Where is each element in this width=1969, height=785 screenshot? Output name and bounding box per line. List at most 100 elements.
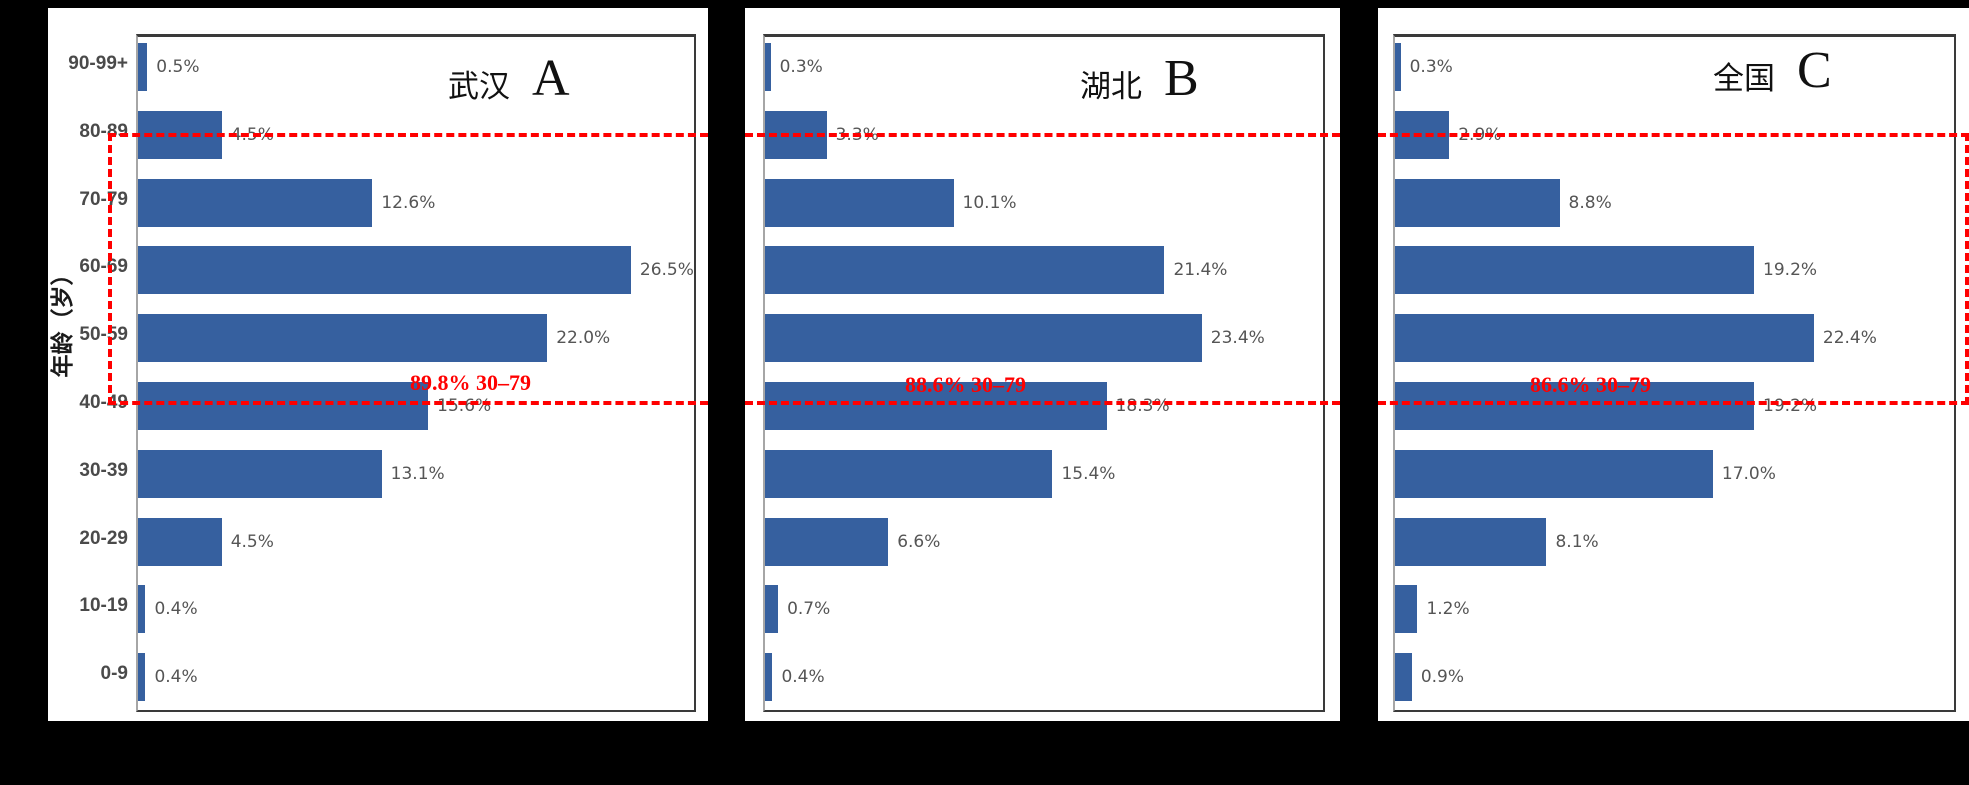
bar-value-label: 0.4%	[781, 667, 825, 688]
bar	[765, 178, 954, 227]
y-axis-tick-label: 80-89	[79, 120, 128, 142]
bar-value-label: 12.6%	[381, 192, 436, 213]
bar-value-label: 1.2%	[1426, 599, 1470, 620]
bar	[765, 314, 1202, 363]
bar	[1395, 653, 1412, 702]
bar	[138, 449, 382, 498]
bar	[1395, 246, 1755, 295]
bar-row: 13.1%	[138, 449, 445, 498]
bar-value-label: 8.1%	[1555, 531, 1599, 552]
bar-row: 26.5%	[138, 246, 694, 295]
bar-value-label: 10.1%	[962, 192, 1017, 213]
highlight-total-hubei: 88.6% 30–79	[905, 372, 1026, 397]
panel-wuhan: 年龄（岁） 90-99+ 80-89 70-79 60-69 50-59 40-49 30-…	[48, 8, 708, 721]
bar	[1395, 585, 1418, 634]
bar-row: 0.5%	[138, 43, 200, 91]
bar-value-label: 22.0%	[556, 328, 611, 349]
bar	[1395, 517, 1547, 566]
bar	[765, 449, 1053, 498]
bar	[765, 653, 773, 702]
bar-row: 0.4%	[138, 585, 198, 634]
bar	[138, 43, 148, 91]
bar-value-label: 13.1%	[390, 463, 445, 484]
highlight-total-national: 86.6% 30–79	[1530, 372, 1651, 397]
y-axis-tick-label: 70-79	[79, 188, 128, 210]
bar-row: 19.2%	[1395, 382, 1817, 430]
bar-value-label: 26.5%	[639, 260, 694, 281]
plot-area-hubei: 0.3% 3.3% 10.1% 21.4% 23.4% 18.3% 15.4% 6.6% 0.7…	[763, 34, 1325, 712]
bar-row: 0.7%	[765, 585, 831, 634]
bar-row: 6.6%	[765, 517, 941, 566]
bar	[138, 246, 631, 295]
panel-title-national: 全国 C	[1713, 42, 1832, 99]
bar-value-label: 21.4%	[1173, 260, 1228, 281]
panel-letter: B	[1164, 50, 1199, 107]
bar	[765, 382, 1107, 430]
bar	[1395, 178, 1560, 227]
bar-row: 22.0%	[138, 314, 611, 363]
bar-value-label: 0.3%	[779, 57, 823, 77]
bar-row: 0.3%	[1395, 43, 1453, 91]
panel-hubei: 0.3% 3.3% 10.1% 21.4% 23.4% 18.3% 15.4% 6.6% 0.7…	[745, 8, 1340, 721]
bar-value-label: 0.9%	[1420, 667, 1465, 688]
bar-value-label: 23.4%	[1210, 328, 1265, 349]
bar-value-label: 17.0%	[1721, 463, 1776, 484]
bar-value-label: 15.6%	[437, 396, 492, 416]
plot-area-wuhan: 0.5% 4.5% 12.6% 26.5% 22.0% 15.6% 13.1% 4.5% 0.4…	[136, 34, 696, 712]
bar-value-label: 22.4%	[1822, 328, 1877, 349]
bar-row: 23.4%	[765, 314, 1265, 363]
bar-row: 18.3%	[765, 382, 1170, 430]
bar	[765, 585, 779, 634]
bar-value-label: 0.5%	[156, 57, 200, 77]
bar-value-label: 2.9%	[1458, 124, 1502, 145]
bar	[1395, 314, 1814, 363]
panel-letter: C	[1797, 42, 1832, 99]
panel-region-name: 湖北	[1080, 68, 1142, 105]
bar-value-label: 0.4%	[154, 599, 198, 620]
bar	[138, 653, 146, 702]
bar	[138, 178, 373, 227]
bar-row: 8.8%	[1395, 178, 1612, 227]
bar-row: 0.9%	[1395, 653, 1465, 702]
bar-row: 2.9%	[1395, 110, 1502, 159]
bar-row: 15.6%	[138, 382, 491, 430]
bar	[138, 314, 548, 363]
y-axis-tick-label: 10-19	[79, 595, 128, 617]
bar	[138, 517, 222, 566]
y-axis-tick-label: 30-39	[79, 459, 128, 481]
bar-value-label: 15.4%	[1061, 463, 1116, 484]
bar-value-label: 8.8%	[1568, 192, 1612, 213]
bar-value-label: 0.4%	[154, 667, 198, 688]
bar-row: 8.1%	[1395, 517, 1599, 566]
bar-row: 15.4%	[765, 449, 1116, 498]
bar	[765, 43, 771, 91]
bar-value-label: 0.7%	[787, 599, 831, 620]
y-axis-tick-label: 40-49	[79, 392, 128, 413]
bar	[765, 517, 889, 566]
panel-title-hubei: 湖北 B	[1080, 50, 1199, 107]
bar-row: 12.6%	[138, 178, 436, 227]
bar-value-label: 4.5%	[230, 124, 274, 145]
bar-row: 1.2%	[1395, 585, 1470, 634]
bar-group-hubei: 0.3% 3.3% 10.1% 21.4% 23.4% 18.3% 15.4% 6.6% 0.7…	[765, 37, 1323, 710]
bar-row: 3.3%	[765, 110, 879, 159]
y-axis-tick-label: 50-59	[79, 324, 128, 346]
bar	[1395, 43, 1401, 91]
bar-value-label: 4.5%	[230, 531, 274, 552]
panel-region-name: 全国	[1713, 60, 1775, 97]
bar-value-label: 0.3%	[1409, 57, 1453, 77]
bar-value-label: 19.2%	[1763, 260, 1818, 281]
panel-national: 0.3% 2.9% 8.8% 19.2% 22.4% 19.2% 17.0% 8.1% 1.2%…	[1378, 8, 1969, 721]
bar	[765, 246, 1165, 295]
bar	[765, 110, 827, 159]
bar-row: 0.4%	[765, 653, 825, 702]
panel-region-name: 武汉	[448, 68, 510, 105]
bar	[1395, 382, 1755, 430]
bar-row: 22.4%	[1395, 314, 1877, 363]
y-axis-tick-label: 0-9	[100, 663, 128, 685]
bar	[1395, 449, 1713, 498]
bar	[138, 382, 429, 430]
bar-value-label: 6.6%	[897, 531, 941, 552]
y-axis-tick-label: 90-99+	[68, 53, 128, 74]
